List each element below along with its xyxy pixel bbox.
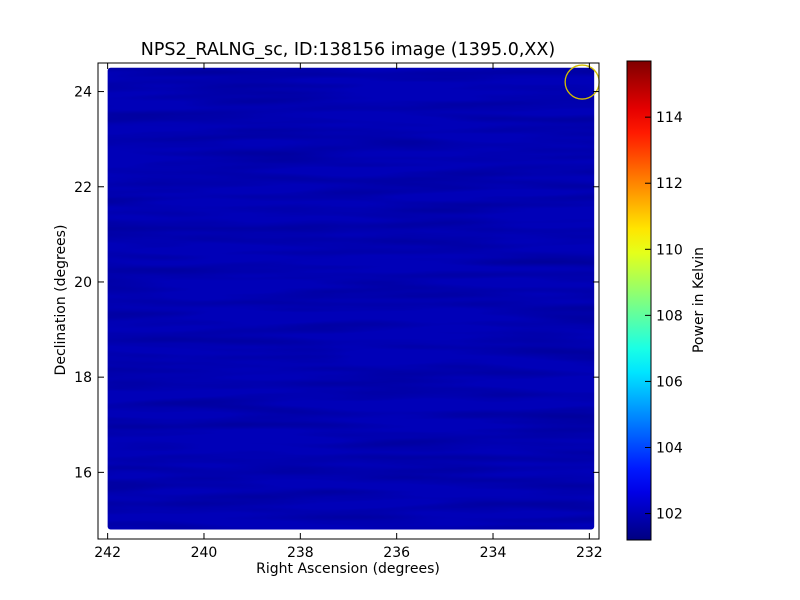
colorbar-tick-label: 110: [656, 242, 683, 258]
x-tick-label: 242: [94, 545, 121, 561]
colorbar-tick-label: 106: [656, 374, 683, 390]
x-tick-label: 238: [287, 545, 314, 561]
y-ticks: 16 18 20 22 24: [74, 85, 599, 481]
x-ticks: 242 240 238 236 234 232: [94, 63, 603, 561]
y-tick-label: 16: [74, 465, 92, 481]
colorbar: 102 104 106 108 110 112 114 Power in Kelvin: [626, 60, 707, 541]
colorbar-fill: [627, 61, 651, 540]
heatmap-texture: [107, 67, 595, 530]
y-tick-label: 20: [74, 275, 92, 291]
x-tick-label: 232: [576, 545, 603, 561]
plot-frame: [97, 62, 600, 540]
colorbar-ticks: 102 104 106 108 110 112 114: [645, 110, 683, 523]
y-tick-label: 24: [74, 85, 92, 101]
y-tick-label: 18: [74, 370, 92, 386]
x-tick-label: 236: [383, 545, 410, 561]
y-tick-label: 22: [74, 180, 92, 196]
colorbar-tick-label: 112: [656, 176, 683, 192]
x-tick-label: 240: [191, 545, 218, 561]
plot-area: 242 240 238 236 234 232 16 18 20 22 24: [74, 62, 603, 561]
colorbar-tick-label: 104: [656, 441, 683, 457]
y-axis-label: Declination (degrees): [53, 225, 69, 376]
colorbar-tick-label: 108: [656, 308, 683, 324]
x-tick-label: 234: [480, 545, 507, 561]
colorbar-tick-label: 114: [656, 110, 683, 126]
colorbar-label: Power in Kelvin: [691, 247, 707, 353]
x-axis-label: Right Ascension (degrees): [256, 561, 440, 577]
chart-title: NPS2_RALNG_sc, ID:138156 image (1395.0,X…: [141, 40, 555, 60]
colorbar-frame: [626, 60, 652, 541]
colorbar-tick-label: 102: [656, 507, 683, 523]
